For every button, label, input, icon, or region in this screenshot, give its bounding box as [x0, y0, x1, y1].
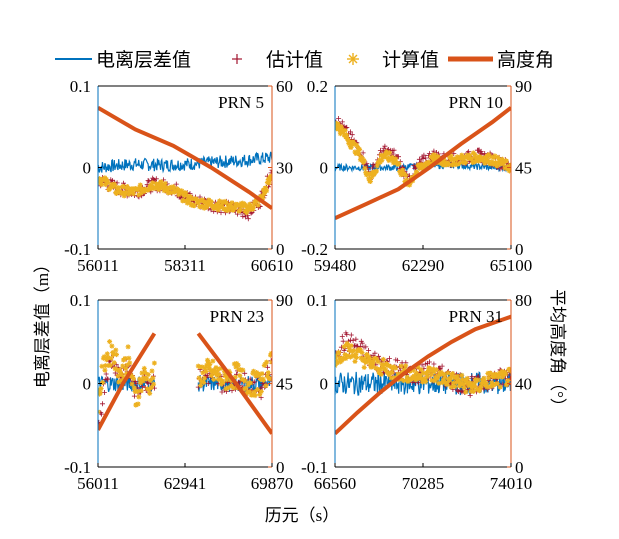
legend-calc-swatch — [347, 53, 359, 65]
x-tick-label: 60610 — [251, 256, 294, 275]
panel-title: PRN 31 — [449, 307, 503, 326]
plot-area — [335, 314, 511, 436]
y2-tick-label: 60 — [276, 77, 293, 96]
panel-title: PRN 23 — [210, 307, 264, 326]
legend-calc-label: 计算值 — [382, 49, 439, 71]
series-ionosphere-difference — [98, 151, 272, 174]
left-y-axis-label: 电离层差值（m） — [33, 256, 52, 388]
x-tick-label: 62941 — [164, 474, 207, 493]
x-tick-label: 74010 — [490, 474, 533, 493]
y-tick-label: 0 — [83, 159, 92, 178]
series-elevation-angle — [196, 332, 272, 435]
y-tick-label: -0.1 — [64, 458, 91, 477]
y-tick-label: 0.2 — [307, 77, 328, 96]
x-axis-label: 历元（s） — [265, 506, 340, 525]
y2-tick-label: 80 — [515, 291, 532, 310]
y2-tick-label: 90 — [276, 291, 293, 310]
x-tick-label: 56011 — [77, 474, 119, 493]
x-tick-label: 70285 — [402, 474, 445, 493]
y-tick-label: 0.1 — [307, 291, 328, 310]
series-elevation-angle — [98, 332, 157, 431]
x-tick-label: 66560 — [314, 474, 357, 493]
y2-tick-label: 40 — [515, 375, 532, 394]
plot-area — [335, 106, 511, 221]
legend: 电离层差值 估计值 计算值 高度角 — [55, 49, 554, 71]
panel-prn-5: -0.1 0 0.1 0 30 60 56011 58311 60610 PRN 5 — [64, 77, 293, 275]
y-tick-label: -0.1 — [301, 458, 328, 477]
x-tick-label: 58311 — [164, 256, 206, 275]
x-tick-label: 65100 — [490, 256, 533, 275]
y2-tick-label: 0 — [515, 240, 524, 259]
x-tick-label: 56011 — [77, 256, 119, 275]
legend-est-swatch — [232, 54, 242, 64]
y2-tick-label: 45 — [276, 375, 293, 394]
series-calculated — [98, 173, 272, 216]
series-calculated — [98, 339, 157, 415]
legend-est-label: 估计值 — [266, 49, 323, 71]
series-calculated — [335, 340, 511, 395]
y2-tick-label: 0 — [515, 458, 524, 477]
y-tick-label: -0.1 — [64, 240, 91, 259]
x-tick-label: 62290 — [402, 256, 445, 275]
y-tick-label: 0.1 — [70, 291, 91, 310]
legend-elev-label: 高度角 — [497, 49, 554, 71]
right-y-axis-label: 平均高度角（°） — [548, 289, 567, 415]
series-elevation-angle — [98, 105, 272, 210]
panel-title: PRN 5 — [218, 93, 264, 112]
x-tick-label: 59480 — [314, 256, 357, 275]
y-tick-label: -0.2 — [301, 240, 328, 259]
y-tick-label: 0 — [320, 375, 329, 394]
series-elevation-angle — [335, 106, 511, 221]
y2-tick-label: 45 — [515, 159, 532, 178]
y2-tick-label: 90 — [515, 77, 532, 96]
series-elevation-angle — [335, 314, 511, 436]
plot-area — [98, 105, 272, 222]
panel-prn-31: -0.1 0 0.1 0 40 80 66560 70285 74010 PRN 31 — [301, 291, 532, 493]
series-calculated — [195, 351, 272, 399]
y-tick-label: 0 — [83, 375, 92, 394]
y-tick-label: 0 — [320, 159, 329, 178]
legend-diff-label: 电离层差值 — [96, 49, 191, 71]
plot-area — [98, 332, 272, 435]
x-tick-label: 69870 — [251, 474, 294, 493]
panel-title: PRN 10 — [449, 93, 503, 112]
y-tick-label: 0.1 — [70, 77, 91, 96]
panel-prn-10: -0.2 0 0.2 0 45 90 59480 62290 65100 PRN 10 — [301, 77, 532, 275]
y2-tick-label: 0 — [276, 458, 285, 477]
panel-prn-23: -0.1 0 0.1 0 45 90 56011 62941 69870 PRN 23 — [64, 291, 293, 493]
y2-tick-label: 0 — [276, 240, 285, 259]
y2-tick-label: 30 — [276, 159, 293, 178]
